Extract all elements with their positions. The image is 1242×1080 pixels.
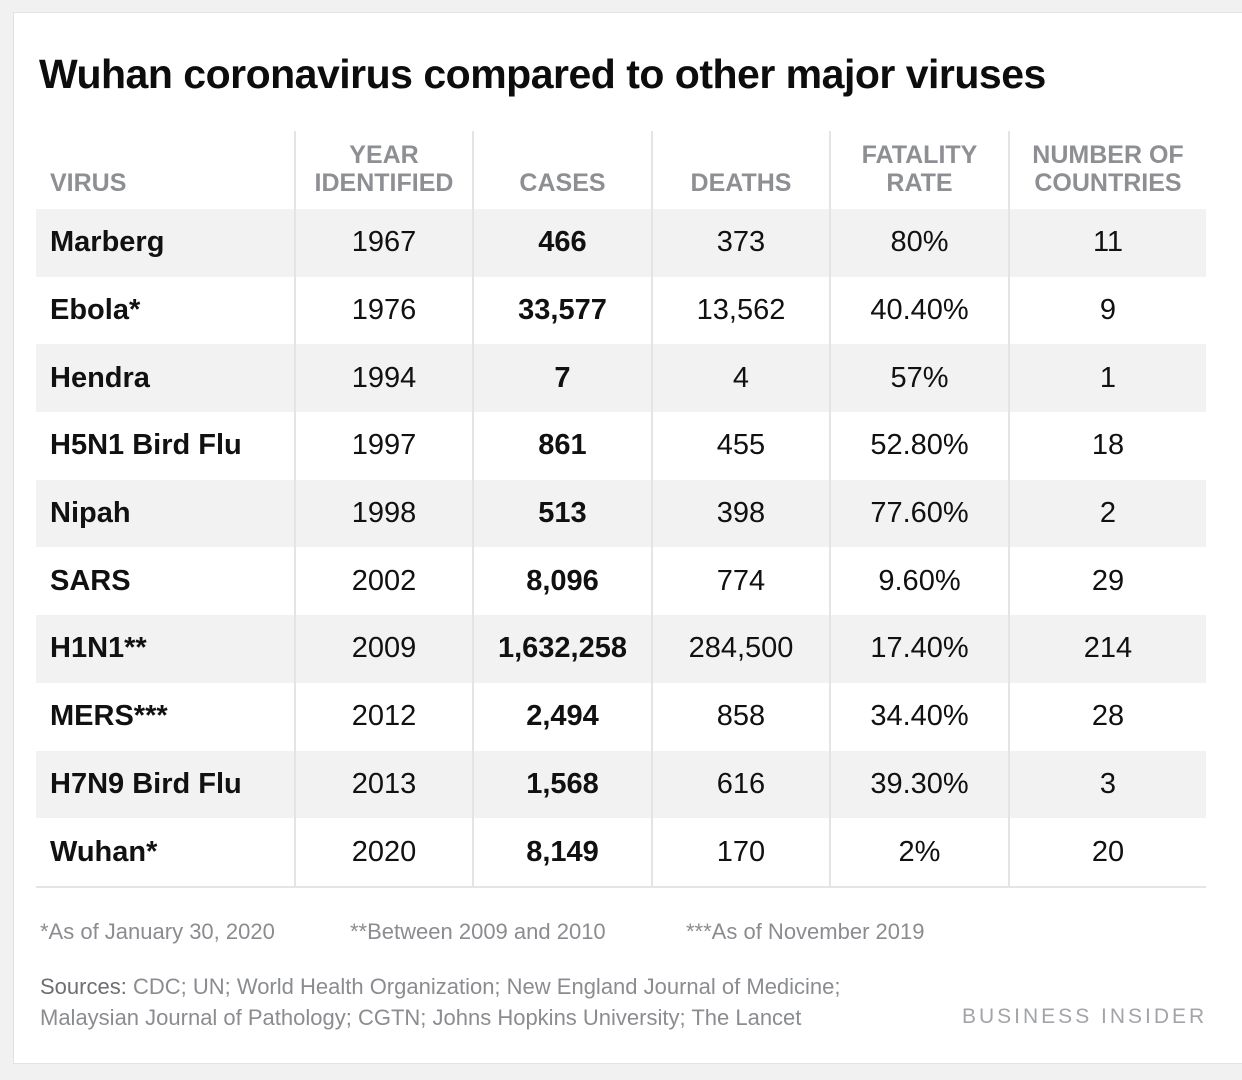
- virus-name-cell: Marberg: [36, 209, 295, 277]
- table-cell: 3: [1008, 750, 1206, 819]
- virus-name-cell: H7N9 Bird Flu: [36, 750, 295, 819]
- table-row: Ebola* 1976 33,577 13,562 40.40% 9: [36, 276, 1206, 345]
- table-cell: 33,577: [472, 276, 652, 345]
- virus-name-cell: H5N1 Bird Flu: [50, 429, 242, 462]
- table-cell: 284,500: [651, 615, 830, 683]
- column-header: VIRUS: [50, 169, 127, 197]
- table-cell: 4: [651, 344, 830, 413]
- column-header: NUMBER OF COUNTRIES: [1008, 131, 1206, 209]
- chart-card: Wuhan coronavirus compared to other majo…: [14, 13, 1242, 1063]
- table-cell: 34.40%: [829, 682, 1009, 751]
- table-cell: 1967: [294, 209, 473, 277]
- table-cell: 9: [1008, 276, 1206, 345]
- footnote-1: *As of January 30, 2020: [40, 919, 275, 944]
- table-cell: 9.60%: [829, 547, 1009, 616]
- table-row: H5N1 Bird Flu 1997 861 455 52.80% 18: [36, 412, 1206, 480]
- table-cell: 2013: [294, 750, 473, 819]
- table-row: Nipah 1998 513 398 77.60% 2: [36, 479, 1206, 548]
- table-cell: 2,494: [472, 682, 652, 751]
- virus-name-cell: H1N1**: [36, 615, 295, 683]
- table-cell: 398: [651, 479, 830, 548]
- data-table: VIRUS YEAR IDENTIFIED CASES DEATHS FATALITY …: [36, 131, 1206, 888]
- virus-name-cell: SARS: [50, 564, 131, 597]
- table-header-row: VIRUS YEAR IDENTIFIED CASES DEATHS FATALITY …: [36, 131, 1206, 209]
- table-cell: 39.30%: [829, 750, 1009, 819]
- table-cell: 8,096: [472, 547, 652, 616]
- virus-name-cell: MERS***: [50, 700, 168, 733]
- sources: Sources: CDC; UN; World Health Organizat…: [40, 971, 841, 1033]
- table-cell: 2: [1008, 479, 1206, 548]
- table-cell: 858: [651, 682, 830, 751]
- table-row: MERS*** 2012 2,494 858 34.40% 28: [36, 682, 1206, 751]
- table-cell: 1997: [294, 412, 473, 480]
- table-cell: 40.40%: [829, 276, 1009, 345]
- table-cell: 13,562: [651, 276, 830, 345]
- table-row: SARS 2002 8,096 774 9.60% 29: [36, 547, 1206, 616]
- table-cell: 57%: [829, 344, 1009, 413]
- table-cell: 29: [1008, 547, 1206, 616]
- table-body: Marberg 1967 466 373 80% 11 Ebola* 1976 33,577 13…: [36, 209, 1206, 888]
- table-cell: 7: [472, 344, 652, 413]
- brand-logo: BUSINESS INSIDER: [962, 1005, 1208, 1028]
- column-header: YEAR IDENTIFIED: [294, 131, 473, 209]
- table-cell: 170: [651, 818, 830, 888]
- data-table-container: VIRUS YEAR IDENTIFIED CASES DEATHS FATALITY …: [36, 131, 1206, 888]
- table-cell: 20: [1008, 818, 1206, 888]
- table-cell: 17.40%: [829, 615, 1009, 683]
- virus-name-cell: Ebola*: [50, 294, 141, 327]
- column-header: DEATHS: [651, 131, 830, 209]
- table-cell: 1998: [294, 479, 473, 548]
- table-cell: 2002: [294, 547, 473, 616]
- table-cell: 80%: [829, 209, 1009, 277]
- footnote-2: **Between 2009 and 2010: [350, 919, 606, 944]
- table-cell: 52.80%: [829, 412, 1009, 480]
- table-cell: 2009: [294, 615, 473, 683]
- table-cell: 1994: [294, 344, 473, 413]
- virus-name-cell: Hendra: [36, 344, 295, 413]
- sources-text-1: CDC; UN; World Health Organization; New …: [126, 974, 841, 999]
- table-cell: 513: [472, 479, 652, 548]
- table-cell: 77.60%: [829, 479, 1009, 548]
- table-cell: 2%: [829, 818, 1009, 888]
- table-row: H7N9 Bird Flu 2013 1,568 616 39.30% 3: [36, 750, 1206, 819]
- table-cell: 861: [472, 412, 652, 480]
- table-cell: 11: [1008, 209, 1206, 277]
- table-cell: 1,632,258: [472, 615, 652, 683]
- footnote-3: ***As of November 2019: [686, 919, 925, 944]
- table-cell: 214: [1008, 615, 1206, 683]
- table-row: Marberg 1967 466 373 80% 11: [36, 209, 1206, 277]
- table-cell: 616: [651, 750, 830, 819]
- table-row: Wuhan* 2020 8,149 170 2% 20: [36, 818, 1206, 888]
- column-header: FATALITY RATE: [829, 131, 1009, 209]
- sources-label: Sources:: [40, 974, 127, 999]
- table-cell: 1: [1008, 344, 1206, 413]
- table-cell: 18: [1008, 412, 1206, 480]
- table-cell: 2012: [294, 682, 473, 751]
- column-header: CASES: [472, 131, 652, 209]
- virus-name-cell: Wuhan*: [36, 818, 295, 888]
- table-cell: 2020: [294, 818, 473, 888]
- chart-title: Wuhan coronavirus compared to other majo…: [39, 51, 1046, 97]
- table-cell: 1976: [294, 276, 473, 345]
- table-cell: 8,149: [472, 818, 652, 888]
- table-row: H1N1** 2009 1,632,258 284,500 17.40% 214: [36, 615, 1206, 683]
- table-cell: 455: [651, 412, 830, 480]
- table-cell: 466: [472, 209, 652, 277]
- table-cell: 28: [1008, 682, 1206, 751]
- virus-name-cell: Nipah: [36, 479, 295, 548]
- table-cell: 373: [651, 209, 830, 277]
- sources-line-1: Sources: CDC; UN; World Health Organizat…: [40, 971, 841, 1002]
- table-row: Hendra 1994 7 4 57% 1: [36, 344, 1206, 413]
- table-cell: 1,568: [472, 750, 652, 819]
- sources-line-2: Malaysian Journal of Pathology; CGTN; Jo…: [40, 1005, 802, 1030]
- table-cell: 774: [651, 547, 830, 616]
